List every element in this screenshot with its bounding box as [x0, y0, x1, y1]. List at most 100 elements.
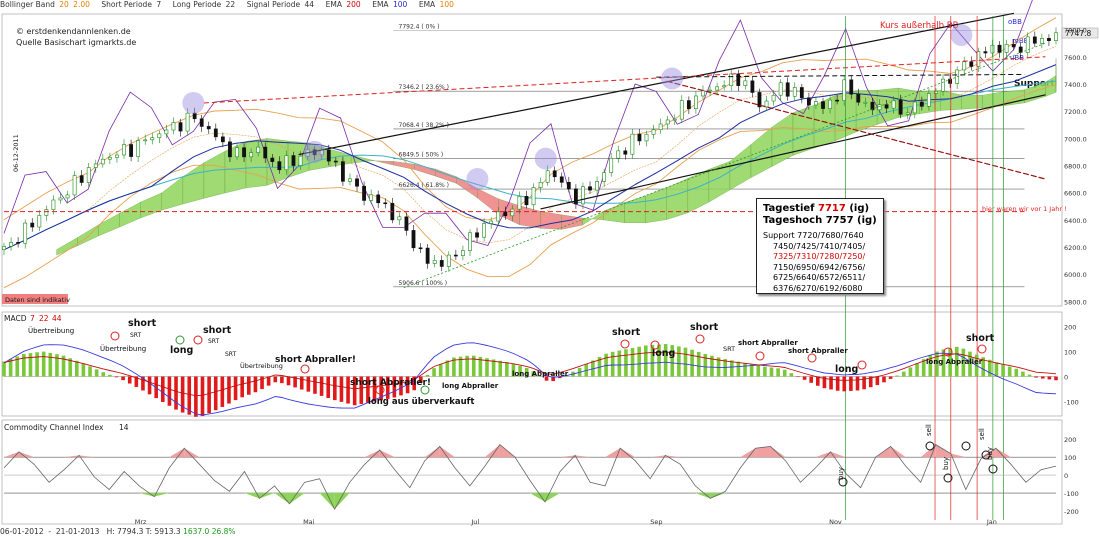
- cci-line: [3, 444, 1057, 511]
- candle-body: [708, 89, 712, 92]
- support-levels-2: 7450/7425/7410/7405/: [773, 241, 866, 251]
- mbb-label: mBB: [1012, 37, 1029, 45]
- macd-annotation: short: [128, 318, 157, 329]
- cci-overbought-fill: [740, 448, 756, 458]
- last-price-label: 7747.8: [1065, 29, 1091, 38]
- macd-signal-circle: [977, 344, 987, 354]
- macd-histogram-bar: [293, 376, 297, 388]
- price-y-tick: 7400.0: [1064, 81, 1087, 89]
- macd-histogram-bar: [28, 353, 33, 377]
- daily-low-label: Tagestief: [763, 203, 815, 214]
- trend-channel-upper: [298, 12, 1015, 156]
- candle-body: [355, 178, 359, 187]
- candle-body: [510, 208, 515, 217]
- footer-change: 1637.0: [183, 527, 210, 536]
- candle-body: [884, 104, 889, 109]
- cci-y-tick: -100: [1064, 490, 1079, 498]
- macd-histogram-bar: [471, 355, 476, 377]
- macd-annotation: Übertreibung: [28, 326, 74, 335]
- price-y-tick: 5800.0: [1064, 298, 1087, 306]
- ema-200-line: [3, 80, 1057, 251]
- macd-histogram-bar: [180, 376, 185, 413]
- cci-overbought-fill: [890, 446, 906, 458]
- macd-histogram-bar: [888, 376, 893, 379]
- macd-histogram-bar: [15, 356, 20, 377]
- cci-oversold-fill: [334, 493, 350, 510]
- cci-overbought-fill: [364, 449, 380, 458]
- cci-overbought-fill: [950, 453, 966, 458]
- footer-date-from: 06-01-2012: [0, 527, 44, 536]
- candle-body: [905, 112, 910, 115]
- macd-histogram-bar: [690, 349, 694, 377]
- ema2-value: 100: [392, 0, 408, 9]
- macd-annotation: short: [203, 325, 232, 336]
- candle-body: [86, 167, 91, 183]
- macd-histogram-bar: [491, 359, 496, 377]
- candle-body: [249, 152, 254, 158]
- macd-histogram-bar: [663, 344, 668, 377]
- candle-body: [72, 175, 77, 196]
- macd-histogram-bar: [524, 367, 529, 377]
- candle-body: [1039, 38, 1044, 44]
- candle-body: [891, 99, 896, 109]
- candle-body: [65, 194, 70, 199]
- cci-panel: Commodity Channel Index 14: [1, 419, 1063, 525]
- macd-histogram-bar: [121, 376, 125, 381]
- candle-body: [93, 163, 98, 168]
- bb-v1: 20: [59, 0, 69, 9]
- macd-histogram-bar: [518, 365, 522, 377]
- macd-histogram-bar: [544, 376, 549, 381]
- x-tick-label: Mai: [303, 518, 315, 526]
- candle-body: [143, 139, 148, 142]
- candle-body: [369, 194, 374, 201]
- macd-histogram-bar: [167, 376, 172, 406]
- cci-annotation: buy: [837, 467, 845, 480]
- support-levels-3: 7325/7310/7280/7250/: [773, 252, 866, 261]
- macd-histogram-bar: [286, 376, 291, 386]
- macd-histogram-bar: [849, 376, 853, 391]
- price-y-tick: 6000.0: [1064, 271, 1087, 279]
- cci-overbought-fill: [605, 448, 621, 458]
- candle-body: [701, 90, 705, 97]
- candle-body: [566, 182, 571, 190]
- macd-histogram-bar: [557, 376, 562, 379]
- fib-label: 6626.4 ( 61.8% ): [399, 182, 449, 189]
- macd-histogram-bar: [425, 374, 430, 377]
- candle-body: [870, 101, 875, 111]
- macd-histogram-bar: [498, 360, 503, 377]
- macd-annotation: long Abpraller: [512, 370, 569, 378]
- cci-overbought-fill: [439, 446, 455, 458]
- macd-histogram-bar: [41, 351, 46, 377]
- candle-body: [524, 196, 529, 206]
- candle-body: [157, 133, 162, 139]
- macd-histogram-bar: [935, 351, 939, 377]
- macd-histogram-bar: [756, 365, 761, 377]
- candle-body: [962, 61, 967, 71]
- candle-body: [835, 99, 840, 102]
- candle-body: [333, 160, 338, 163]
- cci-overbought-fill: [169, 448, 185, 458]
- cci-panel-frame: [1, 419, 1063, 525]
- price-y-tick: 6600.0: [1064, 190, 1087, 198]
- macd-histogram-bar: [511, 363, 516, 377]
- candle-body: [122, 144, 126, 156]
- macd-signal-circle: [857, 360, 867, 370]
- macd-histogram-bar: [657, 344, 661, 377]
- macd-histogram-bar: [392, 376, 397, 398]
- support-levels-5: 6725/6640/6572/6511/: [773, 273, 866, 282]
- macd-annotation: short Abpraller!: [275, 355, 356, 365]
- macd-y-tick: 0: [1064, 374, 1068, 382]
- red-down-trendline: [666, 80, 1046, 180]
- candle-body: [538, 181, 543, 188]
- candle-body: [1032, 36, 1037, 44]
- macd-histogram-bar: [643, 345, 648, 377]
- x-tick-label: Jul: [470, 518, 479, 526]
- macd-histogram-bar: [1027, 374, 1032, 377]
- macd-histogram-bar: [855, 376, 860, 391]
- cci-annotation: buy: [942, 457, 950, 470]
- macd-histogram-bar: [968, 351, 972, 377]
- macd-annotation: long aus überverkauft: [368, 397, 474, 407]
- candle-body: [792, 87, 797, 97]
- macd-histogram-bar: [445, 360, 450, 377]
